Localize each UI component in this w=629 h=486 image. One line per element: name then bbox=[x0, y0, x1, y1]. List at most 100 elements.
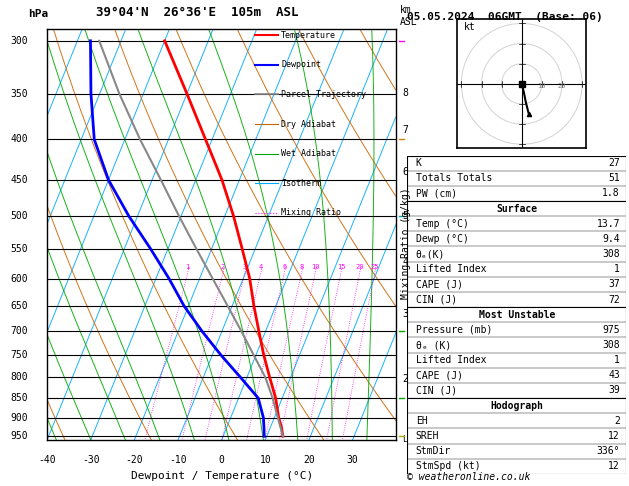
Text: -30: -30 bbox=[82, 455, 99, 466]
Text: 750: 750 bbox=[10, 350, 28, 360]
Text: Temp (°C): Temp (°C) bbox=[416, 219, 469, 229]
Text: 6: 6 bbox=[282, 263, 286, 270]
Text: θₑ (K): θₑ (K) bbox=[416, 340, 451, 350]
Text: kt: kt bbox=[464, 21, 475, 32]
Text: 1: 1 bbox=[614, 264, 620, 274]
Text: 39°04'N  26°36'E  105m  ASL: 39°04'N 26°36'E 105m ASL bbox=[96, 6, 299, 19]
Text: 336°: 336° bbox=[596, 446, 620, 456]
Text: K: K bbox=[416, 158, 421, 168]
Text: 650: 650 bbox=[10, 301, 28, 311]
Text: 12: 12 bbox=[608, 461, 620, 471]
Text: -40: -40 bbox=[38, 455, 56, 466]
Text: 2: 2 bbox=[614, 416, 620, 426]
Text: 8: 8 bbox=[403, 87, 408, 98]
Text: Most Unstable: Most Unstable bbox=[479, 310, 555, 320]
Text: 12: 12 bbox=[608, 431, 620, 441]
Text: CAPE (J): CAPE (J) bbox=[416, 370, 463, 381]
Text: Dewpoint: Dewpoint bbox=[281, 60, 321, 69]
Text: 37: 37 bbox=[608, 279, 620, 289]
Text: 400: 400 bbox=[10, 135, 28, 144]
Text: 800: 800 bbox=[10, 372, 28, 382]
Text: 30: 30 bbox=[347, 455, 359, 466]
Text: 975: 975 bbox=[603, 325, 620, 335]
Text: 2: 2 bbox=[403, 374, 408, 384]
Text: 1: 1 bbox=[186, 263, 190, 270]
Text: 25: 25 bbox=[370, 263, 379, 270]
Text: Dewpoint / Temperature (°C): Dewpoint / Temperature (°C) bbox=[131, 470, 313, 481]
Text: EH: EH bbox=[416, 416, 428, 426]
Text: 308: 308 bbox=[603, 340, 620, 350]
Text: 900: 900 bbox=[10, 413, 28, 423]
Text: 7: 7 bbox=[403, 125, 408, 135]
Bar bbox=[407, 201, 626, 307]
Text: θₑ(K): θₑ(K) bbox=[416, 249, 445, 259]
Text: 3: 3 bbox=[403, 309, 408, 319]
Text: StmDir: StmDir bbox=[416, 446, 451, 456]
Text: © weatheronline.co.uk: © weatheronline.co.uk bbox=[407, 472, 530, 482]
Text: 308: 308 bbox=[603, 249, 620, 259]
Text: km: km bbox=[400, 5, 411, 15]
Text: Lifted Index: Lifted Index bbox=[416, 355, 486, 365]
Text: Mixing Ratio (g/kg): Mixing Ratio (g/kg) bbox=[401, 187, 411, 299]
Text: 5: 5 bbox=[403, 211, 408, 221]
Text: Hodograph: Hodograph bbox=[490, 400, 543, 411]
Text: 27: 27 bbox=[608, 158, 620, 168]
Text: 10: 10 bbox=[538, 83, 546, 89]
Text: 10: 10 bbox=[260, 455, 271, 466]
Text: 13.7: 13.7 bbox=[596, 219, 620, 229]
Bar bbox=[407, 398, 626, 474]
Text: 10: 10 bbox=[311, 263, 320, 270]
Text: 0: 0 bbox=[219, 455, 225, 466]
Text: 4: 4 bbox=[403, 257, 408, 267]
Text: 300: 300 bbox=[10, 36, 28, 46]
Text: Temperature: Temperature bbox=[281, 31, 336, 40]
Text: 51: 51 bbox=[608, 173, 620, 183]
Text: 3: 3 bbox=[243, 263, 247, 270]
Text: Pressure (mb): Pressure (mb) bbox=[416, 325, 492, 335]
Text: PW (cm): PW (cm) bbox=[416, 189, 457, 198]
Text: 6: 6 bbox=[403, 167, 408, 177]
Text: 72: 72 bbox=[608, 295, 620, 305]
Text: 39: 39 bbox=[608, 385, 620, 396]
Text: 850: 850 bbox=[10, 393, 28, 403]
Text: LCL: LCL bbox=[403, 434, 418, 444]
Text: 1.8: 1.8 bbox=[603, 189, 620, 198]
Text: 2: 2 bbox=[221, 263, 225, 270]
Text: 05.05.2024  06GMT  (Base: 06): 05.05.2024 06GMT (Base: 06) bbox=[407, 12, 603, 22]
Text: 20: 20 bbox=[303, 455, 315, 466]
Text: Dewp (°C): Dewp (°C) bbox=[416, 234, 469, 244]
Text: 1: 1 bbox=[614, 355, 620, 365]
Text: Isotherm: Isotherm bbox=[281, 179, 321, 188]
Text: Dry Adiabat: Dry Adiabat bbox=[281, 120, 336, 128]
Text: 20: 20 bbox=[558, 83, 566, 89]
Text: 950: 950 bbox=[10, 431, 28, 441]
Text: 700: 700 bbox=[10, 327, 28, 336]
Text: 350: 350 bbox=[10, 88, 28, 99]
Text: 4: 4 bbox=[259, 263, 263, 270]
Text: CIN (J): CIN (J) bbox=[416, 295, 457, 305]
Bar bbox=[407, 156, 626, 201]
Text: 8: 8 bbox=[299, 263, 304, 270]
Text: -10: -10 bbox=[169, 455, 187, 466]
Text: Mixing Ratio: Mixing Ratio bbox=[281, 208, 341, 217]
Text: CIN (J): CIN (J) bbox=[416, 385, 457, 396]
Text: StmSpd (kt): StmSpd (kt) bbox=[416, 461, 481, 471]
Text: 450: 450 bbox=[10, 175, 28, 185]
Text: 15: 15 bbox=[337, 263, 345, 270]
Text: Lifted Index: Lifted Index bbox=[416, 264, 486, 274]
Text: 43: 43 bbox=[608, 370, 620, 381]
Text: 9.4: 9.4 bbox=[603, 234, 620, 244]
Text: Wet Adiabat: Wet Adiabat bbox=[281, 149, 336, 158]
Text: Totals Totals: Totals Totals bbox=[416, 173, 492, 183]
Text: 600: 600 bbox=[10, 274, 28, 284]
Text: ASL: ASL bbox=[400, 17, 418, 27]
Text: 500: 500 bbox=[10, 211, 28, 221]
Text: -20: -20 bbox=[126, 455, 143, 466]
Text: 20: 20 bbox=[355, 263, 364, 270]
Text: SREH: SREH bbox=[416, 431, 439, 441]
Bar bbox=[407, 307, 626, 398]
Text: Parcel Trajectory: Parcel Trajectory bbox=[281, 90, 366, 99]
Text: 550: 550 bbox=[10, 244, 28, 254]
Text: hPa: hPa bbox=[28, 9, 48, 19]
Text: Surface: Surface bbox=[496, 204, 537, 213]
